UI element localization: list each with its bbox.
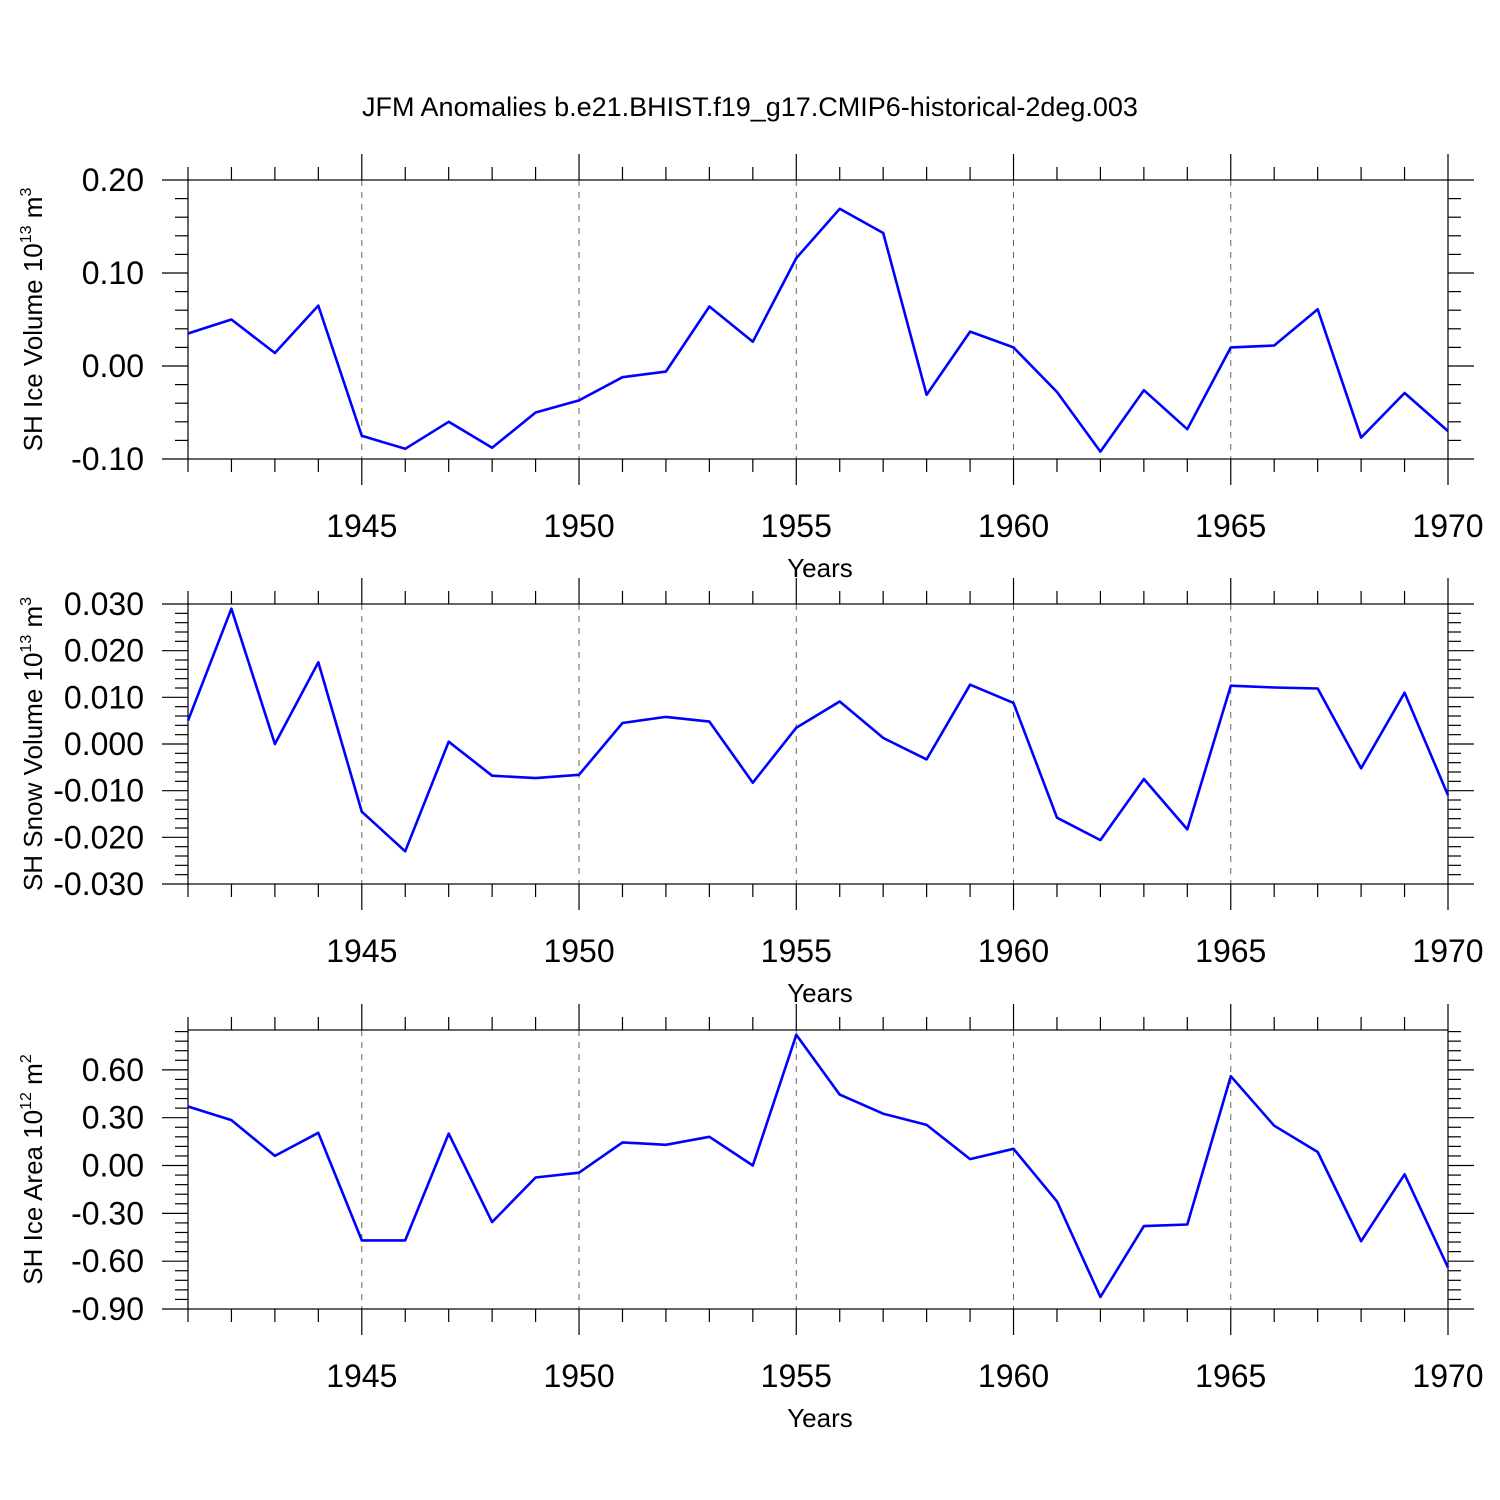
y-tick-label: 0.20: [82, 162, 144, 198]
x-tick-label: 1945: [326, 508, 397, 544]
series-line: [187, 1033, 1450, 1299]
x-tick-label: 1950: [543, 508, 614, 544]
x-tick-label: 1945: [326, 933, 397, 969]
x-tick-label: 1965: [1195, 1358, 1266, 1394]
x-tick-label: 1970: [1412, 1358, 1483, 1394]
x-tick-label: 1960: [978, 933, 1049, 969]
series-line: [187, 207, 1449, 453]
x-tick-label: 1970: [1412, 508, 1483, 544]
y-axis-label: SH Ice Area 1012 m2: [18, 1054, 48, 1285]
x-tick-label: 1955: [761, 508, 832, 544]
plot-frame: [187, 179, 1449, 460]
y-axis-label-unit-exponent: 3: [18, 188, 35, 197]
y-tick-label: 0.60: [82, 1052, 144, 1088]
y-axis-label-unit: m: [18, 1063, 48, 1092]
x-tick-label: 1960: [978, 508, 1049, 544]
y-tick-label: -0.10: [71, 441, 144, 477]
x-axis-label: Years: [787, 1403, 853, 1433]
x-tick-label: 1970: [1412, 933, 1483, 969]
y-axis-label-text: SH Ice Volume 10: [18, 243, 48, 451]
y-axis-label-exponent: 13: [18, 635, 35, 653]
x-axis-label: Years: [787, 553, 853, 583]
y-tick-label: -0.010: [53, 773, 144, 809]
x-tick-label: 1950: [543, 933, 614, 969]
plot-frame: [187, 1029, 1449, 1310]
x-tick-label: 1965: [1195, 508, 1266, 544]
panel-2: 1945 1950 1955 1960 1965 1970 Years -0.030 -0.02…: [18, 578, 1484, 1008]
y-axis-label-unit: m: [18, 606, 48, 635]
y-tick-label: -0.030: [53, 866, 144, 902]
y-tick-label: 0.00: [82, 348, 144, 384]
panel-1: 1945 1950 1955 1960 1965 1970 Years -0.10 0.00 0.…: [18, 154, 1484, 583]
y-axis-label-unit: m: [18, 197, 48, 226]
y-axis-label-text: SH Ice Area 10: [18, 1110, 48, 1285]
y-axis-label-unit-exponent: 2: [18, 1054, 35, 1063]
y-axis-label-unit-exponent: 3: [18, 597, 35, 606]
y-tick-label: 0.030: [64, 586, 144, 622]
y-tick-label: 0.10: [82, 255, 144, 291]
y-tick-label: -0.60: [71, 1243, 144, 1279]
series-line: [186, 607, 1450, 853]
y-tick-label: -0.020: [53, 819, 144, 855]
y-tick-label: 0.30: [82, 1100, 144, 1136]
y-tick-label: 0.000: [64, 726, 144, 762]
x-tick-label: 1945: [326, 1358, 397, 1394]
x-tick-label: 1965: [1195, 933, 1266, 969]
y-axis-label-exponent: 13: [18, 225, 35, 243]
x-axis-label: Years: [787, 978, 853, 1008]
panel-3: 1945 1950 1955 1960 1965 1970 Years -0.90 -0.60 -…: [18, 1004, 1484, 1433]
x-tick-label: 1955: [761, 1358, 832, 1394]
panels: 1945 1950 1955 1960 1965 1970 Years -0.10 0.00 0.…: [18, 154, 1484, 1433]
y-tick-label: 0.00: [82, 1148, 144, 1184]
y-tick-label: -0.30: [71, 1195, 144, 1231]
y-axis-label: SH Ice Volume 1013 m3: [18, 188, 48, 452]
x-tick-label: 1950: [543, 1358, 614, 1394]
y-axis-label-exponent: 12: [18, 1092, 35, 1110]
x-tick-label: 1955: [761, 933, 832, 969]
chart-title: JFM Anomalies b.e21.BHIST.f19_g17.CMIP6-…: [362, 92, 1138, 122]
y-tick-label: -0.90: [71, 1291, 144, 1327]
y-axis-label: SH Snow Volume 1013 m3: [18, 597, 48, 891]
plot-frame: [187, 603, 1449, 885]
x-tick-label: 1960: [978, 1358, 1049, 1394]
y-axis-label-text: SH Snow Volume 10: [18, 653, 48, 891]
y-tick-label: 0.020: [64, 633, 144, 669]
y-tick-label: 0.010: [64, 679, 144, 715]
